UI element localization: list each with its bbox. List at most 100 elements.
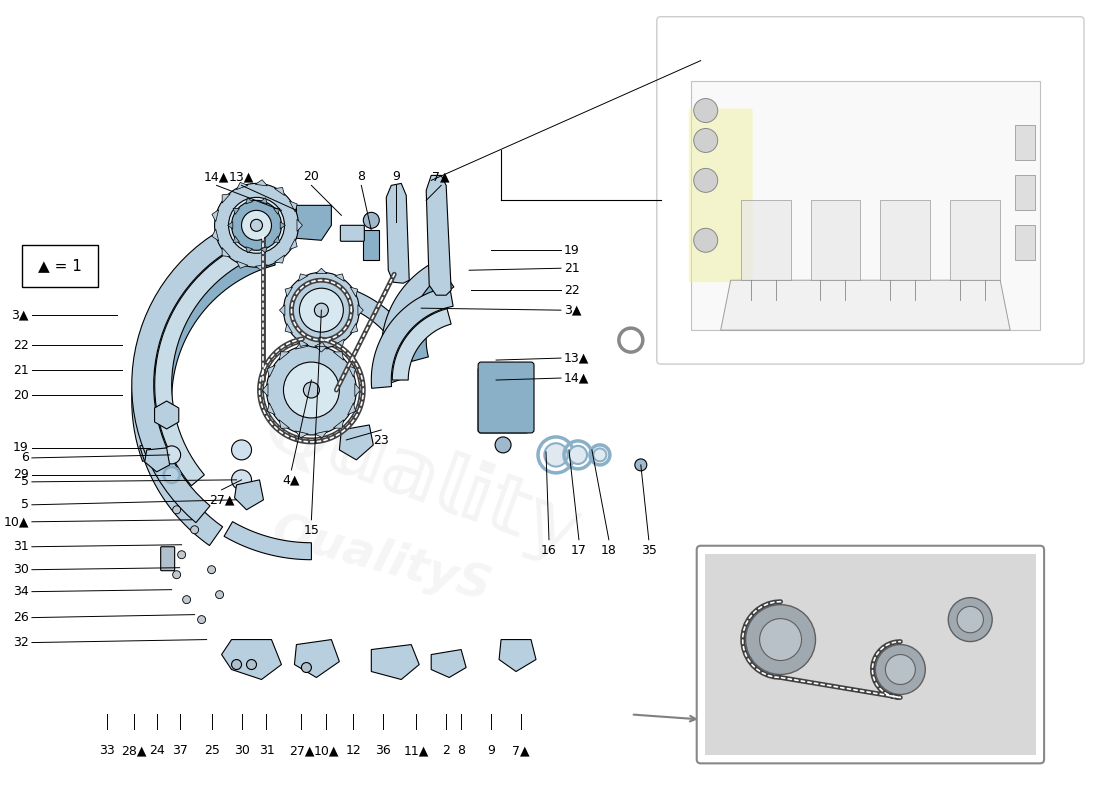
Circle shape bbox=[876, 645, 925, 694]
FancyBboxPatch shape bbox=[161, 546, 175, 570]
Polygon shape bbox=[333, 352, 343, 360]
Polygon shape bbox=[275, 255, 285, 263]
Text: 15: 15 bbox=[304, 524, 319, 537]
Polygon shape bbox=[334, 274, 344, 282]
Polygon shape bbox=[285, 287, 293, 297]
Text: 33: 33 bbox=[99, 744, 114, 758]
Polygon shape bbox=[145, 448, 169, 472]
Circle shape bbox=[694, 228, 717, 252]
Circle shape bbox=[214, 183, 298, 267]
Polygon shape bbox=[316, 346, 327, 352]
Polygon shape bbox=[315, 431, 328, 438]
Polygon shape bbox=[245, 246, 253, 253]
Polygon shape bbox=[279, 305, 285, 316]
Circle shape bbox=[304, 382, 319, 398]
Polygon shape bbox=[261, 198, 267, 204]
Circle shape bbox=[198, 616, 206, 624]
Polygon shape bbox=[393, 309, 451, 380]
Polygon shape bbox=[289, 238, 297, 250]
Circle shape bbox=[232, 659, 242, 670]
Text: 7▲: 7▲ bbox=[432, 170, 450, 183]
Circle shape bbox=[266, 345, 356, 435]
Circle shape bbox=[957, 606, 983, 633]
Text: 20: 20 bbox=[304, 170, 319, 183]
Text: 5: 5 bbox=[21, 498, 29, 511]
Polygon shape bbox=[350, 324, 358, 333]
Circle shape bbox=[190, 526, 199, 534]
Text: 24: 24 bbox=[148, 744, 165, 758]
Polygon shape bbox=[297, 219, 302, 231]
Text: 28▲: 28▲ bbox=[121, 744, 146, 758]
Text: 13▲: 13▲ bbox=[564, 351, 590, 365]
Polygon shape bbox=[315, 342, 328, 349]
Polygon shape bbox=[212, 229, 219, 241]
Text: 16: 16 bbox=[541, 544, 557, 557]
Circle shape bbox=[246, 659, 256, 670]
Polygon shape bbox=[212, 210, 219, 222]
Text: 2: 2 bbox=[442, 744, 450, 758]
Circle shape bbox=[301, 662, 311, 673]
Polygon shape bbox=[236, 182, 248, 190]
Polygon shape bbox=[279, 352, 289, 360]
Text: 22: 22 bbox=[13, 338, 29, 351]
Polygon shape bbox=[228, 222, 233, 229]
Text: 19: 19 bbox=[564, 244, 580, 257]
Text: 3▲: 3▲ bbox=[11, 309, 29, 322]
Text: 11▲: 11▲ bbox=[404, 744, 429, 758]
FancyBboxPatch shape bbox=[22, 246, 98, 287]
Bar bbox=[1015, 226, 1035, 260]
Bar bbox=[880, 200, 931, 280]
Text: 18: 18 bbox=[601, 544, 617, 557]
FancyBboxPatch shape bbox=[478, 367, 529, 433]
Bar bbox=[705, 554, 1036, 755]
Polygon shape bbox=[295, 639, 340, 678]
Polygon shape bbox=[245, 198, 253, 204]
Polygon shape bbox=[255, 180, 267, 186]
Polygon shape bbox=[426, 175, 451, 295]
Text: 6: 6 bbox=[21, 451, 29, 464]
Text: 21: 21 bbox=[13, 363, 29, 377]
Circle shape bbox=[284, 362, 340, 418]
Text: 21: 21 bbox=[564, 262, 580, 274]
Polygon shape bbox=[222, 247, 230, 257]
Circle shape bbox=[569, 446, 587, 464]
Text: 12: 12 bbox=[345, 744, 361, 758]
Polygon shape bbox=[720, 280, 1010, 330]
Text: 7▲: 7▲ bbox=[513, 744, 530, 758]
Text: 20: 20 bbox=[13, 389, 29, 402]
FancyBboxPatch shape bbox=[340, 226, 364, 242]
Text: 29: 29 bbox=[13, 468, 29, 482]
Text: 31: 31 bbox=[258, 744, 274, 758]
Polygon shape bbox=[348, 403, 355, 414]
Polygon shape bbox=[340, 425, 373, 460]
Polygon shape bbox=[499, 639, 536, 671]
Text: 23: 23 bbox=[373, 434, 389, 447]
Text: 31: 31 bbox=[13, 540, 29, 554]
Circle shape bbox=[315, 303, 329, 317]
Text: 25: 25 bbox=[204, 744, 220, 758]
Circle shape bbox=[229, 198, 285, 254]
Polygon shape bbox=[372, 645, 419, 679]
Text: 36: 36 bbox=[375, 744, 392, 758]
Text: 13▲: 13▲ bbox=[229, 170, 254, 183]
Polygon shape bbox=[233, 208, 240, 214]
Text: 22: 22 bbox=[564, 284, 580, 297]
Text: 35: 35 bbox=[641, 544, 657, 557]
Polygon shape bbox=[431, 650, 466, 678]
Text: 30: 30 bbox=[233, 744, 250, 758]
Polygon shape bbox=[140, 440, 222, 546]
Circle shape bbox=[173, 570, 180, 578]
Polygon shape bbox=[155, 230, 287, 486]
Polygon shape bbox=[255, 265, 267, 271]
Text: ℚ𝕦𝕒𝕝𝕚𝕥𝕪: ℚ𝕦𝕒𝕝𝕚𝕥𝕪 bbox=[253, 386, 590, 573]
Polygon shape bbox=[372, 286, 453, 388]
Polygon shape bbox=[409, 273, 454, 362]
Polygon shape bbox=[295, 431, 308, 438]
FancyBboxPatch shape bbox=[696, 546, 1044, 763]
Text: 8: 8 bbox=[358, 170, 365, 183]
Polygon shape bbox=[222, 194, 230, 203]
Polygon shape bbox=[152, 246, 275, 442]
Circle shape bbox=[635, 459, 647, 471]
Text: 14▲: 14▲ bbox=[564, 371, 590, 385]
Polygon shape bbox=[233, 236, 240, 242]
